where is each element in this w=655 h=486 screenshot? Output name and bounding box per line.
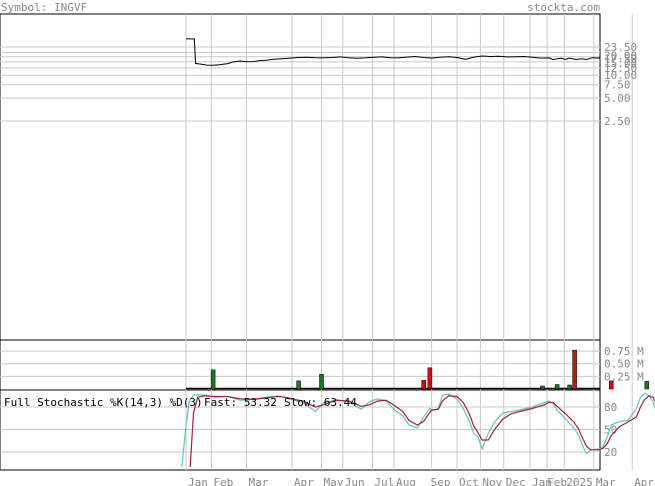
price-tick-label: 2.50 (604, 115, 631, 128)
x-tick-label: Jun (345, 476, 365, 486)
price-tick-label: 20.00 (604, 49, 637, 62)
price-tick-label: 12.50 (604, 62, 637, 75)
price-panel-frame (0, 13, 601, 341)
volume-bar (644, 381, 650, 390)
stochastic-slow-line (189, 395, 655, 468)
price-series (186, 38, 601, 66)
price-line (186, 38, 601, 66)
volume-axis-ticks: 0.75 M0.50 M0.25 M (604, 345, 644, 383)
stochastic-fast-label: Fast: 53.32 (204, 396, 277, 409)
stochastic-fast-line (181, 392, 655, 468)
price-tick-label: 5.00 (604, 92, 631, 105)
price-grid (0, 46, 600, 122)
volume-bar (540, 385, 545, 390)
volume-bar (572, 349, 577, 390)
price-tick-label: 7.50 (604, 79, 631, 92)
x-tick-label: 2025 (566, 476, 593, 486)
stochastic-tick-label: 20 (604, 446, 617, 459)
volume-grid (0, 350, 600, 377)
x-tick-label: Nov (482, 476, 502, 486)
volume-bars (186, 349, 650, 390)
stochastic-series (181, 392, 655, 468)
x-tick-label: Sep (431, 476, 451, 486)
x-tick-label: Feb (547, 476, 567, 486)
volume-bar (210, 369, 216, 390)
x-tick-label: Mar (596, 476, 616, 486)
price-tick-label: 10.00 (604, 69, 637, 82)
volume-bar (554, 384, 560, 390)
x-axis-ticks: Jan Feb Mar Apr May Jun Jul Aug Sep Oct Nov Dec JanF… (188, 476, 654, 486)
stochastic-tick-label: 80 (604, 401, 617, 414)
x-tick-label: Jan (532, 476, 552, 486)
symbol-label: Symbol: INGVF (1, 1, 87, 14)
x-tick-label: Jan (188, 476, 208, 486)
stochastic-title: Full Stochastic %K(14,3) %D(3) (4, 396, 203, 409)
price-tick-label: 17.50 (604, 53, 637, 66)
volume-bar (421, 380, 426, 390)
stochastic-grid (0, 406, 600, 453)
volume-tick-label: 0.75 M (604, 345, 644, 358)
x-tick-label: Feb (213, 476, 233, 486)
volume-bar (609, 380, 614, 390)
volume-bar (319, 374, 324, 390)
vertical-grid (185, 14, 633, 470)
brand-label: stockta.com (527, 1, 600, 14)
x-tick-label: May (324, 476, 344, 486)
x-tick-label: Apr (294, 476, 314, 486)
x-tick-label: Oct (459, 476, 479, 486)
price-tick-label: 15.00 (604, 57, 637, 70)
volume-tick-label: 0.25 M (604, 370, 644, 383)
price-tick-label: 23.50 (604, 41, 637, 54)
volume-bar (427, 367, 433, 390)
x-tick-label: Mar (248, 476, 268, 486)
stochastic-slow-label: Slow: 63.44 (284, 396, 357, 409)
x-tick-label: Jul (374, 476, 394, 486)
volume-tick-label: 0.50 M (604, 358, 644, 371)
x-tick-label: Apr (634, 476, 654, 486)
volume-bar (567, 384, 572, 390)
volume-bar (296, 380, 301, 390)
x-tick-label: Aug (396, 476, 416, 486)
x-tick-label: Dec (506, 476, 526, 486)
